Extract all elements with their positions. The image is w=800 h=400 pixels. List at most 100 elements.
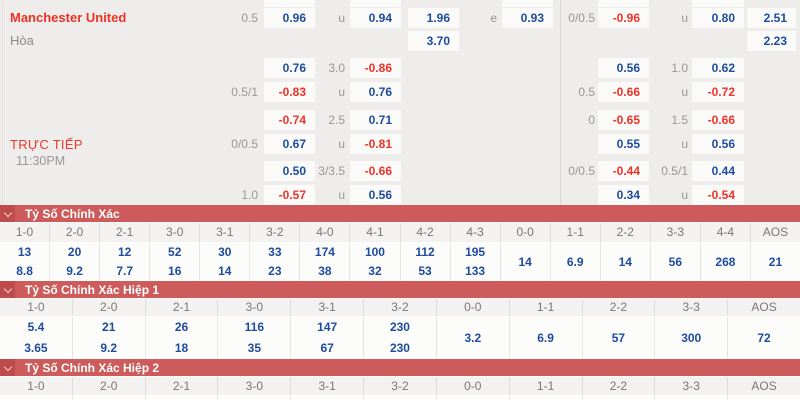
odds-cell[interactable]: -0.72: [692, 82, 744, 102]
odds-cell[interactable]: -0.66: [692, 110, 744, 130]
odds-value[interactable]: 133: [465, 264, 486, 278]
odds-value[interactable]: 52: [168, 245, 182, 259]
score-column-header: 2-2: [583, 377, 656, 395]
odds-value[interactable]: 57: [611, 330, 626, 345]
odds-value[interactable]: 16: [168, 264, 182, 278]
odds-cell[interactable]: -0.57: [264, 185, 315, 205]
score-odds-column: 3.2: [437, 317, 510, 359]
odds-value[interactable]: 23: [268, 264, 282, 278]
odds-value[interactable]: 6.9: [566, 254, 584, 269]
odds-value[interactable]: 14: [618, 254, 632, 269]
odds-cell[interactable]: 0.71: [350, 110, 401, 130]
odds-value[interactable]: 9.2: [66, 264, 83, 278]
odds-value[interactable]: 7.7: [116, 264, 133, 278]
odds-value[interactable]: 268: [715, 254, 736, 269]
odds-cell[interactable]: 0.80: [692, 8, 744, 28]
odds-value[interactable]: 72: [757, 330, 771, 345]
odds-value[interactable]: 112: [415, 245, 435, 259]
odds-cell[interactable]: [692, 0, 744, 7]
odds-cell[interactable]: -0.44: [598, 161, 649, 181]
score-odds-column: [437, 396, 510, 400]
odds-value[interactable]: 12: [117, 245, 132, 259]
odds-cell[interactable]: -0.74: [264, 110, 315, 130]
odds-cell[interactable]: [264, 0, 315, 7]
odds-cell[interactable]: 1.96: [408, 8, 459, 28]
score-column-header: 3-2: [364, 299, 437, 316]
odds-value[interactable]: 18: [174, 341, 189, 355]
odds-cell[interactable]: -0.66: [350, 161, 401, 181]
line-label: u: [338, 188, 345, 202]
chevron-box[interactable]: [0, 205, 15, 222]
odds-cell[interactable]: 0.56: [350, 185, 401, 205]
odds-value[interactable]: 14: [518, 254, 532, 269]
odds-value[interactable]: 14: [218, 264, 232, 278]
odds-value[interactable]: 147: [317, 320, 338, 334]
odds-value[interactable]: 21: [102, 320, 116, 334]
odds-value[interactable]: 230: [389, 320, 410, 334]
odds-value[interactable]: 30: [218, 245, 232, 259]
score-columns-header: 1-0 2-0 2-1 3-0 3-1 3-2 0-0 1-1 2-2 3-3 AOS: [0, 298, 800, 317]
odds-value[interactable]: 9.2: [100, 341, 118, 355]
line-label: 1.0: [241, 188, 258, 202]
odds-value[interactable]: 26: [174, 320, 189, 334]
section-header[interactable]: Tỷ Số Chính Xác Hiệp 2: [0, 359, 800, 376]
odds-cell[interactable]: 0.55: [598, 134, 649, 154]
odds-value[interactable]: 53: [418, 264, 432, 278]
odds-cell[interactable]: [502, 0, 553, 7]
odds-value[interactable]: 195: [465, 245, 486, 259]
odds-value[interactable]: 116: [244, 320, 265, 334]
odds-value[interactable]: 38: [318, 264, 332, 278]
odds-cell[interactable]: 0.56: [692, 134, 744, 154]
odds-cell[interactable]: -0.66: [598, 82, 649, 102]
odds-value[interactable]: 56: [668, 254, 683, 269]
odds-cell[interactable]: 0.67: [264, 134, 315, 154]
chevron-box[interactable]: [0, 359, 15, 376]
score-column-header: 3-1: [200, 223, 251, 242]
odds-cell[interactable]: -0.81: [350, 134, 401, 154]
odds-cell[interactable]: 0.62: [692, 58, 744, 78]
section-header[interactable]: Tỷ Số Chính Xác Hiệp 1: [0, 281, 800, 298]
odds-cell[interactable]: 0.96: [264, 8, 315, 28]
odds-cell[interactable]: -0.96: [598, 8, 649, 28]
odds-value[interactable]: 6.9: [537, 330, 554, 345]
odds-cell[interactable]: -0.65: [598, 110, 649, 130]
score-odds-values: [0, 396, 800, 400]
odds-value[interactable]: 300: [681, 330, 702, 345]
odds-value[interactable]: 5.4: [27, 320, 45, 334]
odds-cell[interactable]: -0.54: [692, 185, 744, 205]
odds-value[interactable]: 3.2: [464, 330, 482, 345]
odds-value[interactable]: 21: [768, 254, 783, 269]
odds-value[interactable]: 13: [17, 245, 32, 259]
score-odds-values: 13 8.8 20 9.2 12 7.7 52 16 30 14 33 23 174 38 100 32 112…: [0, 243, 800, 281]
odds-value[interactable]: 35: [247, 341, 262, 355]
odds-cell[interactable]: 2.23: [747, 31, 796, 51]
score-column-header: 3-1: [291, 377, 365, 395]
odds-cell[interactable]: -0.83: [264, 82, 315, 102]
odds-value[interactable]: 32: [368, 264, 382, 278]
odds-value[interactable]: 20: [67, 245, 82, 259]
chevron-box[interactable]: [0, 281, 15, 298]
section-header[interactable]: Tỷ Số Chính Xác: [0, 205, 800, 222]
odds-cell[interactable]: 0.34: [598, 185, 649, 205]
score-columns-header: 1-0 2-0 2-1 3-0 3-1 3-2 0-0 1-1 2-2 3-3 AOS: [0, 376, 800, 396]
odds-cell[interactable]: [350, 0, 401, 7]
odds-value[interactable]: 3.65: [24, 341, 48, 355]
odds-value[interactable]: 100: [364, 245, 385, 259]
home-team-name[interactable]: Manchester United: [10, 10, 127, 25]
odds-value[interactable]: 230: [389, 341, 410, 355]
odds-value[interactable]: 8.8: [16, 264, 33, 278]
odds-cell[interactable]: 0.44: [692, 161, 744, 181]
odds-value[interactable]: 33: [268, 245, 282, 259]
odds-cell[interactable]: [598, 0, 649, 7]
odds-cell[interactable]: 2.51: [747, 8, 796, 28]
odds-cell[interactable]: 0.93: [502, 8, 553, 28]
odds-cell[interactable]: 3.70: [408, 31, 459, 51]
odds-cell[interactable]: 0.76: [264, 58, 315, 78]
odds-cell[interactable]: 0.56: [598, 58, 649, 78]
odds-cell[interactable]: -0.86: [350, 58, 401, 78]
odds-value[interactable]: 174: [314, 245, 335, 259]
odds-cell[interactable]: 0.94: [350, 8, 401, 28]
odds-cell[interactable]: 0.76: [350, 82, 401, 102]
odds-value[interactable]: 67: [320, 341, 334, 355]
odds-cell[interactable]: 0.50: [264, 161, 315, 181]
